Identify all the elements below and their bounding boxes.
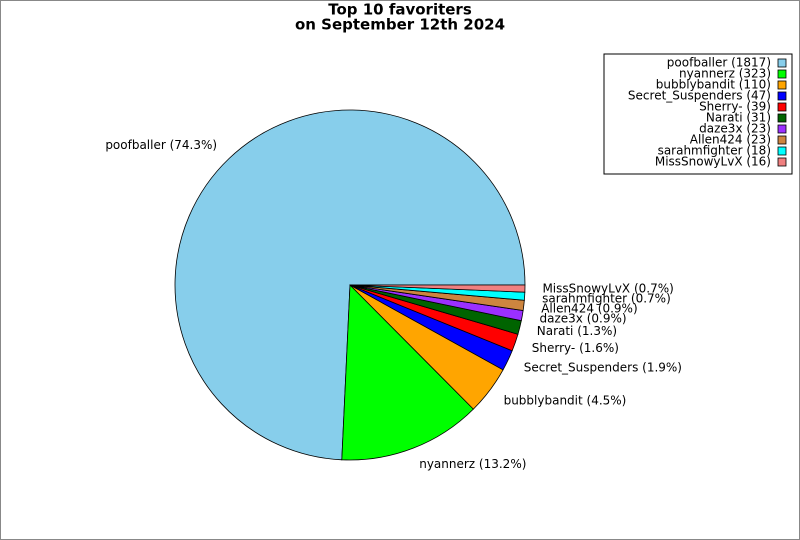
legend-swatch [777,91,787,101]
legend-label: poofballer (1817) [667,56,771,70]
chart-title: Top 10 favoriters [328,1,472,19]
legend-label: nyannerz (323) [679,67,771,81]
legend-swatch [777,80,787,90]
legend-label: daze3x (23) [699,122,771,136]
legend-label: Allen424 (23) [690,133,771,147]
legend-box [603,53,793,175]
legend-label: Secret_Suspenders (47) [628,89,771,103]
legend-label: MissSnowyLvX (16) [655,155,771,169]
legend-swatch [777,102,787,112]
legend-label: Sherry- (39) [699,100,771,114]
legend-swatch [777,157,787,167]
legend-swatch [777,58,787,68]
slice-label: Narati (1.3%) [537,324,617,338]
slice-label: Allen424 (0.9%) [541,301,637,315]
slice-label: bubblybandit (4.5%) [504,394,627,408]
slice-label: Sherry- (1.6%) [532,341,619,355]
legend-label: Narati (31) [706,111,771,125]
legend-label: bubblybandit (110) [656,78,771,92]
slice-label: daze3x (0.9%) [540,311,627,325]
legend-swatch [777,69,787,79]
slice-label: poofballer (74.3%) [105,138,217,152]
chart-subtitle: on September 12th 2024 [295,16,505,34]
legend-swatch [777,124,787,134]
pie-slice [349,284,526,293]
slice-label: sarahmfighter (0.7%) [542,291,671,305]
legend-swatch [777,146,787,156]
pie-slice [341,284,474,461]
slice-label: nyannerz (13.2%) [419,457,526,471]
slice-label: MissSnowyLvX (0.7%) [542,281,673,295]
legend-swatch [777,113,787,123]
legend-swatch [777,135,787,145]
slice-label: Secret_Suspenders (1.9%) [524,360,682,374]
legend-label: sarahmfighter (18) [658,144,771,158]
